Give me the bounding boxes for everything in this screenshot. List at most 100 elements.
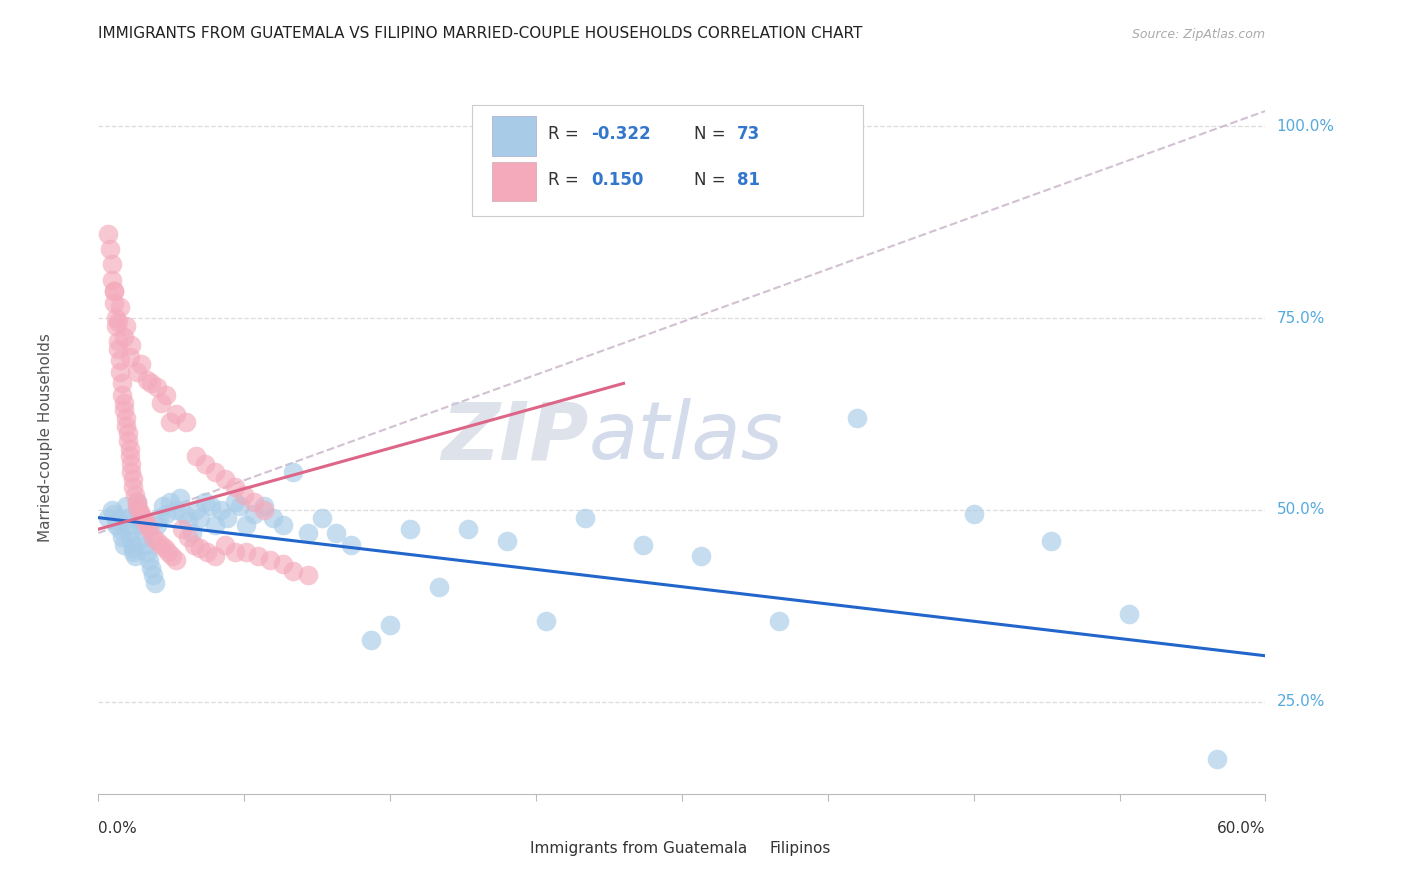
Text: 81: 81 [737, 170, 759, 189]
Point [122, 541, 145, 556]
Point [631, 537, 654, 551]
Point [165, 407, 187, 421]
Point [235, 518, 257, 533]
Point [136, 545, 159, 559]
Text: IMMIGRANTS FROM GUATEMALA VS FILIPINO MARRIED-COUPLE HOUSEHOLDS CORRELATION CHAR: IMMIGRANTS FROM GUATEMALA VS FILIPINO MA… [98, 26, 863, 41]
Point [360, 633, 382, 648]
Point [121, 465, 143, 479]
Point [124, 488, 146, 502]
Point [128, 503, 150, 517]
FancyBboxPatch shape [472, 105, 863, 216]
Point [129, 507, 152, 521]
Point [184, 503, 207, 517]
Point [117, 434, 139, 448]
Point [142, 568, 165, 582]
Point [104, 518, 127, 533]
Point [188, 510, 211, 524]
Point [183, 537, 205, 551]
FancyBboxPatch shape [728, 836, 761, 862]
Point [209, 503, 232, 517]
Point [281, 465, 304, 479]
Point [243, 507, 266, 521]
Point [149, 537, 172, 551]
Point [153, 541, 176, 556]
Text: Married-couple Households: Married-couple Households [38, 333, 53, 541]
Point [132, 530, 155, 544]
Point [204, 518, 226, 533]
Point [107, 342, 129, 356]
Text: 73: 73 [737, 125, 761, 144]
Point [121, 457, 143, 471]
Text: Immigrants from Guatemala: Immigrants from Guatemala [530, 841, 748, 856]
Point [177, 515, 200, 529]
FancyBboxPatch shape [492, 116, 536, 155]
Point [132, 510, 155, 524]
Point [157, 545, 180, 559]
Point [246, 549, 269, 563]
Point [1205, 752, 1227, 766]
Point [121, 338, 143, 352]
Point [118, 450, 141, 464]
Point [149, 395, 172, 409]
Point [128, 510, 150, 524]
Point [224, 480, 246, 494]
Point [159, 495, 181, 509]
Point [194, 495, 217, 509]
FancyBboxPatch shape [489, 836, 522, 862]
Point [136, 518, 159, 533]
Point [253, 499, 276, 513]
Point [159, 415, 181, 429]
Point [127, 495, 149, 509]
Point [165, 503, 187, 517]
Text: atlas: atlas [589, 398, 783, 476]
Point [195, 545, 218, 559]
Point [173, 507, 195, 521]
Point [142, 530, 165, 544]
Point [457, 522, 479, 536]
Point [846, 410, 869, 425]
Point [136, 372, 159, 386]
Point [155, 388, 177, 402]
Text: 75.0%: 75.0% [1277, 310, 1324, 326]
Point [122, 480, 145, 494]
Point [169, 491, 191, 506]
Text: 60.0%: 60.0% [1218, 822, 1265, 836]
Point [962, 507, 984, 521]
Point [101, 273, 124, 287]
Point [121, 533, 143, 548]
Point [117, 510, 139, 524]
Point [139, 376, 162, 391]
Point [118, 442, 141, 456]
Text: Source: ZipAtlas.com: Source: ZipAtlas.com [1132, 28, 1265, 41]
Point [111, 530, 134, 544]
Point [104, 318, 127, 333]
Point [398, 522, 420, 536]
Point [271, 557, 294, 571]
Point [204, 465, 226, 479]
Point [146, 380, 169, 394]
Point [229, 499, 252, 513]
Text: 50.0%: 50.0% [1277, 502, 1324, 517]
Point [114, 410, 136, 425]
Point [101, 257, 124, 271]
Point [103, 285, 125, 299]
Point [103, 507, 125, 521]
Text: 25.0%: 25.0% [1277, 694, 1324, 709]
Point [214, 537, 236, 551]
Point [204, 549, 226, 563]
Point [97, 227, 120, 241]
Point [127, 503, 149, 517]
Text: R =: R = [548, 125, 583, 144]
Point [188, 541, 211, 556]
Text: 100.0%: 100.0% [1277, 119, 1334, 134]
Point [118, 526, 141, 541]
Point [200, 499, 222, 513]
Point [107, 510, 129, 524]
Point [97, 510, 120, 524]
Text: N =: N = [693, 170, 731, 189]
Point [111, 376, 134, 391]
Point [184, 450, 207, 464]
Point [170, 522, 193, 536]
Point [271, 518, 294, 533]
Point [340, 537, 363, 551]
